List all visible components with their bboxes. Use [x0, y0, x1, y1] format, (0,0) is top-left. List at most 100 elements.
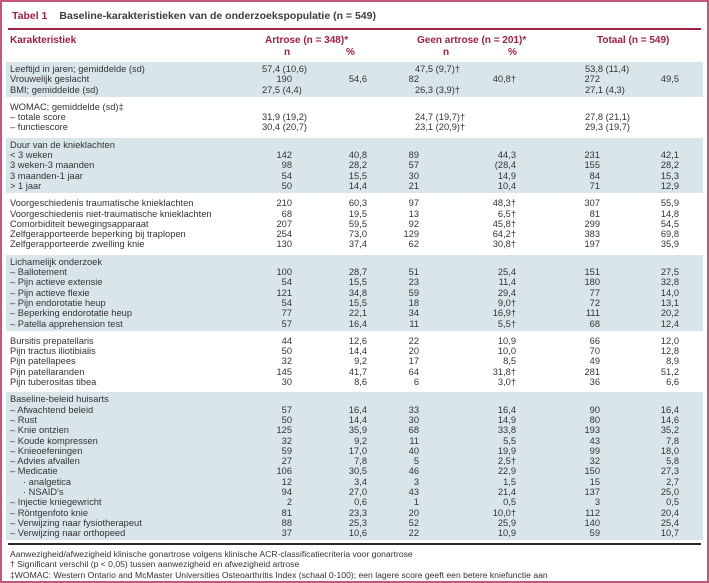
- table-row: WOMAC; gemiddelde (sd)‡: [6, 102, 703, 112]
- value-cell: 1,5: [503, 476, 516, 487]
- value-cell: 50: [281, 180, 292, 191]
- value-cell: 112: [585, 507, 600, 518]
- value-cell: 2,5†: [497, 456, 516, 467]
- row-label: Pijn patellaranden: [10, 366, 85, 377]
- value-cell: 0,5: [666, 497, 679, 508]
- value-cell: 50: [281, 346, 292, 357]
- value-cell: 88: [281, 517, 292, 528]
- value-cell: 6,5†: [497, 208, 516, 219]
- row-label: – Röntgenfoto knie: [10, 507, 89, 518]
- value-cell: 40,8†: [492, 74, 516, 85]
- table-row: Bursitis prepatellaris 44 12,6 22 10,9 66 12,0: [6, 336, 703, 346]
- value-cell: 15,5: [348, 277, 367, 288]
- value-cell: 35,9: [660, 239, 679, 250]
- value-cell: 30,5: [348, 466, 367, 477]
- value-cell: 12,9: [660, 180, 679, 191]
- value-cell: 54: [281, 170, 292, 181]
- row-label: Vrouwelijk geslacht: [10, 74, 90, 85]
- value-cell: 46: [408, 466, 419, 477]
- value-cell: 28,2: [348, 160, 367, 171]
- value-cell: 16,4: [497, 404, 516, 415]
- value-cell: 60,3: [348, 198, 367, 209]
- value-cell: 53,8 (11,4): [585, 64, 630, 74]
- value-cell: 17: [408, 356, 419, 367]
- value-cell: 35,9: [348, 425, 367, 436]
- table-row: – Medicatie 106 30,5 46 22,9 150 27,3: [6, 466, 703, 476]
- table-row: Comorbiditeit bewegingsapparaat 207 59,5 92…: [6, 219, 703, 229]
- table-row: Pijn patellaranden 145 41,7 64 31,8† 281 51,2: [6, 367, 703, 377]
- table-row: – Beperking endorotatie heup 77 22,1 34 16,9…: [6, 308, 703, 318]
- table-title: Tabel 1 Baseline-karakteristieken van de …: [2, 8, 707, 22]
- value-cell: 12,8: [660, 346, 679, 357]
- footnote-womac: ‡WOMAC: Western Ontario and McMaster Uni…: [10, 569, 548, 580]
- value-cell: 68: [589, 318, 600, 329]
- row-label: 3 weken-3 maanden: [10, 160, 95, 171]
- value-cell: 27,1 (4,3): [585, 84, 625, 95]
- value-cell: 12,4: [660, 318, 679, 329]
- value-cell: 7,8: [666, 435, 679, 446]
- value-cell: 25,9: [497, 517, 516, 528]
- value-cell: 40,8: [348, 150, 367, 161]
- value-cell: 16,4: [348, 318, 367, 329]
- table-row: – Pijn actieve extensie 54 15,5 23 11,4 180 32…: [6, 277, 703, 287]
- value-cell: 51,2: [660, 366, 679, 377]
- value-cell: 57: [408, 160, 419, 171]
- table-row: Pijn patellapees 32 9,2 17 8,5 49 8,9: [6, 356, 703, 366]
- value-cell: 99: [589, 445, 600, 456]
- row-label: WOMAC; gemiddelde (sd)‡: [10, 101, 124, 112]
- value-cell: 299: [584, 218, 600, 229]
- value-cell: 13: [408, 208, 419, 219]
- footnote-acr: Aanwezigheid/afwezigheid klinische gonar…: [10, 548, 413, 559]
- table-row: < 3 weken 142 40,8 89 44,3 231 42,1: [6, 150, 703, 160]
- table-section: Duur van de knieklachten < 3 weken 142 40,8…: [6, 137, 703, 194]
- value-cell: 100: [276, 267, 292, 278]
- table-row: · NSAID's 94 27,0 43 21,4 137 25,0: [6, 487, 703, 497]
- value-cell: 54,6: [348, 74, 367, 85]
- value-cell: 57: [281, 318, 292, 329]
- value-cell: 64,2†: [492, 229, 516, 240]
- value-cell: 22: [408, 335, 419, 346]
- value-cell: 68: [281, 208, 292, 219]
- value-cell: 52: [408, 517, 419, 528]
- value-cell: 20,2: [660, 308, 679, 319]
- table-row: – Advies afvallen 27 7,8 5 2,5† 32 5,8: [6, 456, 703, 466]
- value-cell: 30,8†: [492, 239, 516, 250]
- value-cell: 20,4: [660, 507, 679, 518]
- value-cell: 57,4 (10,6): [262, 64, 307, 74]
- value-cell: 2,7: [666, 476, 679, 487]
- table-row: BMI; gemiddelde (sd) 27,5 (4,4) 26,3 (3,9)…: [6, 85, 703, 95]
- value-cell: 5,8: [666, 456, 679, 467]
- subheader-geen-n: n: [443, 47, 450, 58]
- value-cell: 15,5: [348, 297, 367, 308]
- col-header-karakteristiek: Karakteristiek: [10, 35, 77, 46]
- value-cell: 5: [413, 456, 419, 467]
- table-title-text: Baseline-karakteristieken van de onderzo…: [59, 10, 376, 22]
- value-cell: 90: [589, 404, 600, 415]
- row-label: – Afwachtend beleid: [10, 404, 94, 415]
- row-label: Zelfgerapporteerde beperking bij traplop…: [10, 229, 186, 240]
- value-cell: 22,1: [348, 308, 367, 319]
- value-cell: 17,0: [348, 445, 367, 456]
- value-cell: 307: [584, 198, 600, 209]
- value-cell: 155: [584, 160, 600, 171]
- table-number-label: Tabel 1: [12, 10, 48, 22]
- value-cell: 36: [589, 377, 600, 388]
- value-cell: 0,5: [503, 497, 516, 508]
- value-cell: 22,9: [497, 466, 516, 477]
- value-cell: 1: [413, 497, 419, 508]
- value-cell: 11,4: [498, 277, 516, 288]
- row-label: – Rust: [10, 414, 37, 425]
- value-cell: 32: [281, 435, 292, 446]
- value-cell: 21: [408, 180, 419, 191]
- footnote-divider: [8, 543, 701, 545]
- row-label: Bursitis prepatellaris: [10, 335, 94, 346]
- table-row: Duur van de knieklachten: [6, 140, 703, 150]
- value-cell: 272: [584, 74, 600, 85]
- table-row: – Verwijzing naar fysiotherapeut 88 25,3 52…: [6, 518, 703, 528]
- value-cell: 97: [408, 198, 419, 209]
- table-row: Zelfgerapporteerde zwelling knie 130 37,4 6…: [6, 239, 703, 249]
- table-row: 3 weken-3 maanden 98 28,2 57 (28,4 155 28,2: [6, 160, 703, 170]
- value-cell: 37,4: [348, 239, 367, 250]
- col-header-artrose: Artrose (n = 348)*: [265, 35, 349, 46]
- table-row: – totale score 31,9 (19,2) 24,7 (19,7)† 27,…: [6, 112, 703, 122]
